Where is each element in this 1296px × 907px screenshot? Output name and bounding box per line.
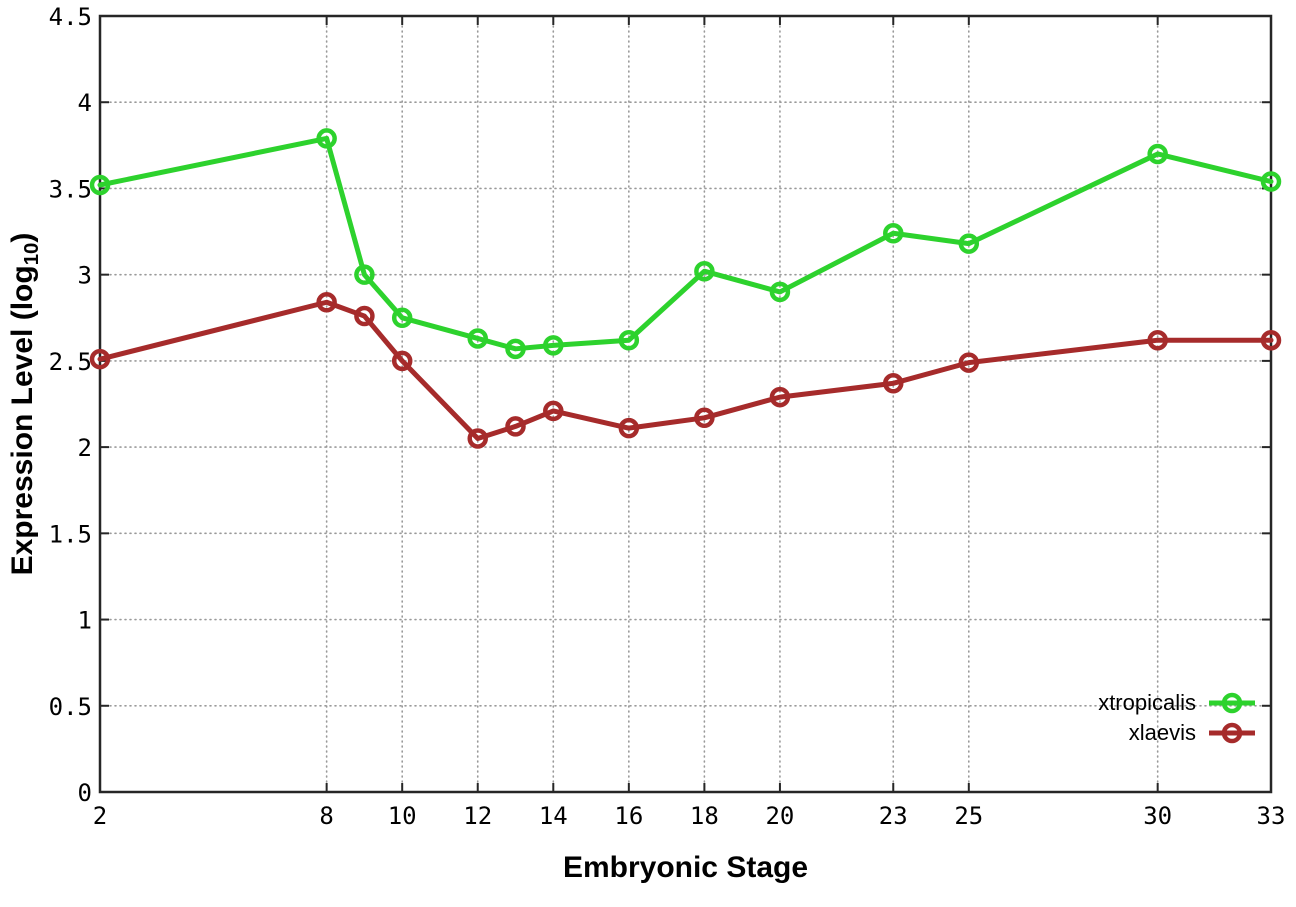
x-tick-label: 14 — [539, 802, 568, 830]
data-point-marker-xtropicalis — [1147, 143, 1168, 165]
data-point-marker-xtropicalis — [467, 328, 488, 349]
data-point-marker-xlaevis — [618, 417, 640, 439]
series-line-xlaevis — [97, 299, 1274, 441]
y-tick-label: 3.5 — [49, 175, 92, 203]
tick-marks — [99, 15, 1272, 793]
x-tick-labels: 2 8 10 12 14 16 18 20 23 25 30 33 — [93, 802, 1286, 830]
y-tick-label: 0.5 — [49, 693, 92, 721]
data-point-marker-xtropicalis — [354, 264, 375, 285]
x-tick-label: 12 — [463, 802, 492, 830]
data-point-marker-xlaevis — [391, 350, 413, 372]
data-point-marker-xlaevis — [543, 400, 564, 422]
plot-border — [98, 14, 1273, 794]
legend-item-xlaevis: xlaevis — [1098, 718, 1258, 748]
x-tick-label: 2 — [93, 802, 107, 830]
y-tick-label: 2 — [78, 434, 92, 462]
x-axis-label: Embryonic Stage — [562, 851, 809, 884]
x-tick-label: 23 — [879, 802, 908, 830]
x-tick-label: 16 — [614, 802, 643, 830]
data-point-marker-xtropicalis — [89, 174, 111, 196]
y-tick-label: 4.5 — [49, 3, 92, 31]
legend-marker-xtropicalis — [1209, 692, 1255, 714]
legend: xtropicalis xlaevis — [1098, 688, 1258, 748]
series-xlaevis — [89, 292, 1282, 449]
data-point-marker-xlaevis — [958, 352, 980, 373]
data-point-marker-xlaevis — [316, 292, 337, 313]
y-tick-label: 3 — [78, 262, 92, 290]
data-point-marker-xtropicalis — [1260, 171, 1282, 192]
x-tick-label: 8 — [319, 802, 333, 830]
data-point-marker-xlaevis — [89, 348, 111, 370]
data-point-marker-xtropicalis — [958, 233, 980, 254]
data-point-marker-xtropicalis — [618, 329, 640, 351]
y-tick-labels: 0 0.5 1 1.5 2 2.5 3 3.5 4 4.5 — [49, 3, 92, 807]
x-tick-label: 10 — [388, 802, 417, 830]
series-xtropicalis — [89, 128, 1282, 360]
x-tick-label: 30 — [1143, 802, 1172, 830]
legend-item-xtropicalis: xtropicalis — [1098, 688, 1258, 718]
data-point-marker-xlaevis — [769, 386, 791, 408]
data-point-marker-xlaevis — [505, 416, 526, 437]
y-tick-label: 1 — [78, 607, 92, 635]
data-point-marker-xtropicalis — [391, 307, 413, 329]
legend-label-xlaevis: xlaevis — [1128, 720, 1196, 745]
y-tick-label: 1.5 — [49, 520, 92, 548]
x-tick-label: 20 — [765, 802, 794, 830]
data-point-marker-xlaevis — [883, 373, 904, 394]
data-point-marker-xlaevis — [1147, 329, 1168, 351]
y-axis-label: Expression Level (log10) — [6, 16, 44, 792]
legend-marker-xlaevis — [1209, 722, 1255, 744]
data-point-marker-xlaevis — [1260, 329, 1282, 351]
y-axis-label-text: Expression Level (log — [6, 265, 39, 576]
x-tick-label: 33 — [1257, 802, 1286, 830]
y-axis-label-subscript: 10 — [21, 242, 44, 266]
x-tick-label: 25 — [954, 802, 983, 830]
data-point-marker-xlaevis — [354, 305, 375, 327]
data-point-marker-xtropicalis — [769, 281, 791, 303]
data-point-marker-xtropicalis — [316, 128, 337, 149]
y-tick-label: 4 — [78, 89, 92, 117]
y-tick-label: 0 — [78, 779, 92, 807]
data-point-marker-xtropicalis — [543, 335, 564, 356]
y-axis-label-suffix: ) — [6, 232, 39, 243]
data-point-marker-xtropicalis — [694, 260, 715, 282]
data-point-marker-xtropicalis — [505, 338, 526, 360]
data-point-marker-xtropicalis — [883, 223, 904, 244]
legend-label-xtropicalis: xtropicalis — [1098, 690, 1196, 715]
data-point-marker-xlaevis — [694, 407, 715, 429]
x-tick-label: 18 — [690, 802, 719, 830]
data-point-marker-xlaevis — [467, 428, 488, 449]
grid — [99, 15, 1272, 793]
y-tick-label: 2.5 — [49, 348, 92, 376]
